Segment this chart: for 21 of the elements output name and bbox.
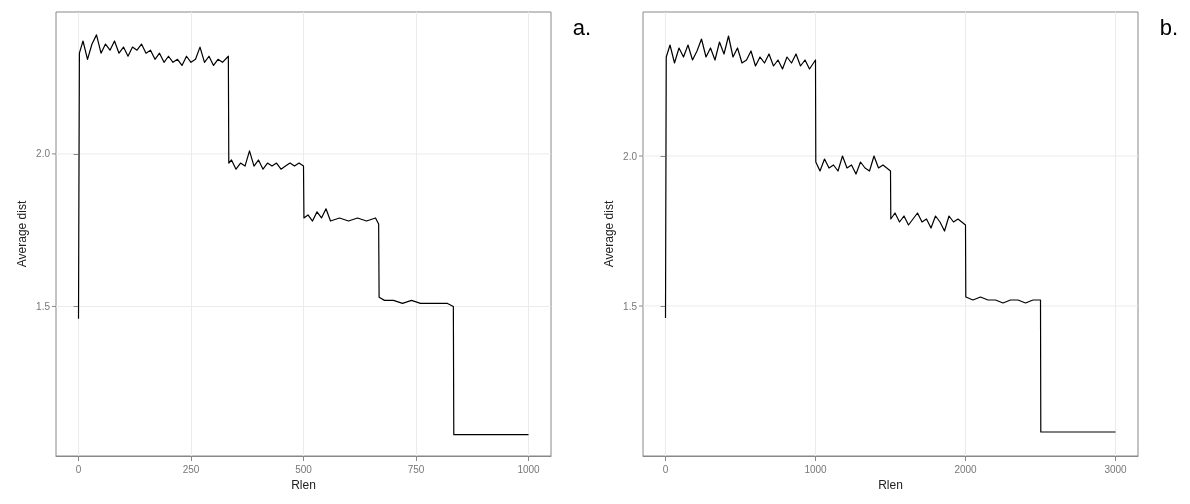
- x-tick-label: 0: [662, 463, 669, 475]
- y-axis-title: Average dist: [15, 200, 29, 268]
- y-tick-label: 2.0: [36, 148, 51, 160]
- line-series: [664, 35, 1117, 433]
- x-tick-label: 250: [182, 463, 200, 475]
- y-tick-label: 1.5: [36, 300, 51, 312]
- x-tick-label: 0: [75, 463, 82, 475]
- line-series: [77, 34, 530, 436]
- x-tick-label: 1000: [517, 463, 541, 475]
- text: a.: [572, 14, 592, 40]
- x-tick-label: 2000: [954, 463, 978, 475]
- text: b.: [1159, 14, 1179, 40]
- x-tick-label: 3000: [1104, 463, 1128, 475]
- x-axis-title: Rlen: [878, 477, 903, 492]
- y-tick-label: 2.0: [623, 150, 638, 162]
- x-tick-label: 750: [407, 463, 425, 475]
- x-tick-label: 1000: [804, 463, 828, 475]
- x-tick-label: 500: [295, 463, 313, 475]
- x-axis-title: Rlen: [291, 477, 316, 492]
- y-axis-title: Average dist: [602, 200, 616, 268]
- y-tick-label: 1.5: [623, 300, 638, 312]
